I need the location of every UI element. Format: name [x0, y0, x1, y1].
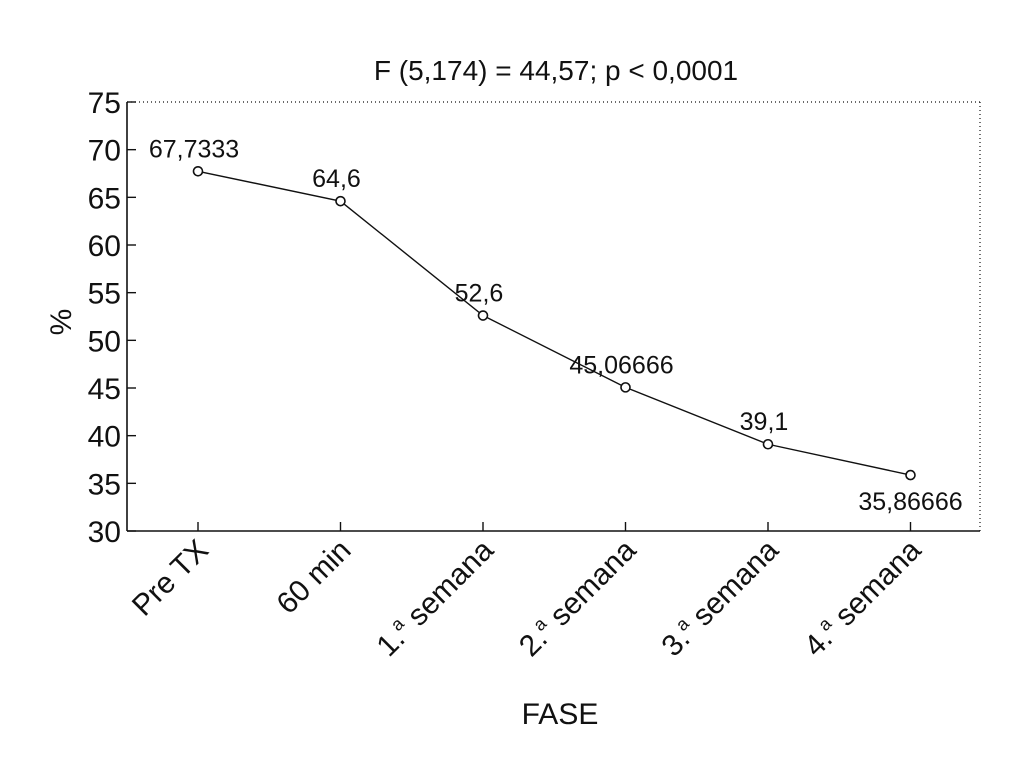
y-tick-label: 65 [88, 182, 121, 215]
y-tick-label: 55 [88, 278, 121, 311]
x-tick-label: 1.a semana [369, 532, 500, 663]
y-tick-label: 50 [88, 325, 121, 358]
y-axis-ticks: 30 35 40 45 50 55 60 65 70 75 [88, 87, 136, 549]
data-point [335, 195, 346, 207]
data-label: 67,7333 [149, 135, 239, 163]
y-tick-label: 70 [88, 135, 121, 168]
y-tick-label: 40 [88, 421, 121, 454]
series [192, 165, 916, 481]
plot-frame [126, 101, 981, 532]
y-tick-label: 30 [88, 516, 121, 549]
y-tick-label: 75 [88, 87, 121, 120]
y-tick-label: 35 [88, 468, 121, 501]
data-point [620, 382, 631, 393]
y-tick-label: 60 [88, 230, 121, 263]
data-point [192, 165, 204, 177]
x-tick-label: 4.a semana [797, 532, 928, 663]
x-tick-label: Pre TX [126, 534, 215, 623]
data-label: 45,06666 [569, 351, 673, 379]
x-tick-label: 60 min [270, 534, 357, 621]
data-label: 39,1 [740, 408, 789, 436]
data-label: 35,86666 [858, 488, 962, 516]
y-tick-label: 45 [88, 373, 121, 406]
data-label: 52,6 [455, 280, 504, 308]
data-point [905, 469, 916, 481]
data-point [477, 310, 489, 321]
y-axis-title: % [45, 309, 78, 336]
chart-title: F (5,174) = 44,57; p < 0,0001 [374, 55, 738, 86]
x-tick-label: 3.a semana [654, 532, 785, 663]
data-point [762, 438, 774, 450]
x-axis-title: FASE [522, 698, 599, 731]
data-labels: 67,7333 64,6 52,6 45,06666 39,1 35,86666 [149, 135, 963, 516]
data-label: 64,6 [312, 165, 361, 193]
series-line [197, 170, 911, 476]
x-tick-label: 2.a semana [512, 532, 643, 663]
